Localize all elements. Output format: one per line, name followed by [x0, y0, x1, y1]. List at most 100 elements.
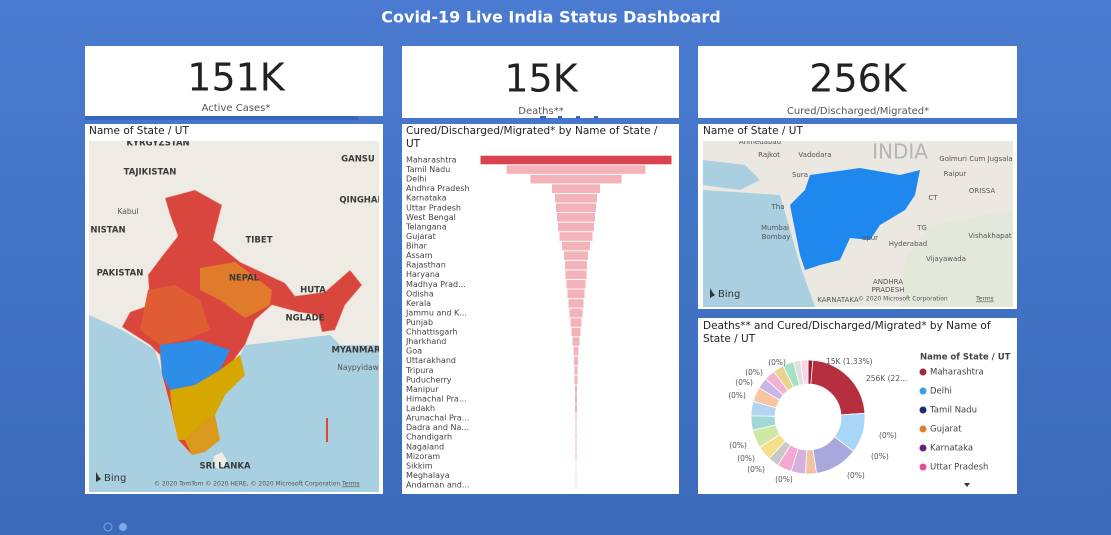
panel	[402, 124, 679, 494]
legend-label: Tamil Nadu	[929, 406, 977, 416]
map-label: NISTAN	[90, 226, 125, 236]
chart-title-line: State / UT	[703, 333, 756, 345]
state	[140, 285, 210, 345]
map-label: Sura	[792, 171, 808, 179]
data-label: (0%)	[847, 471, 865, 480]
category-label: Uttar Pradesh	[406, 203, 461, 212]
bar	[552, 184, 600, 193]
bar	[575, 480, 577, 490]
logo-mark	[96, 472, 101, 482]
chart-title: Cured/Discharged/Migrated* by Name of St…	[406, 125, 658, 150]
category-label: Gujarat	[406, 232, 436, 241]
legend-swatch	[919, 463, 927, 471]
category-label: Odisha	[406, 289, 434, 298]
map-label: ORISSA	[969, 187, 995, 195]
data-label: (0%)	[735, 378, 753, 387]
map-label: Mumbai	[761, 224, 789, 232]
bar	[506, 165, 646, 174]
bar	[558, 222, 594, 232]
bar	[575, 442, 577, 452]
data-label: (0%)	[729, 441, 747, 450]
category-label: Maharashtra	[406, 156, 457, 165]
card-bar	[576, 116, 580, 119]
map-label: SRI LANKA	[199, 462, 250, 472]
category-label: Haryana	[406, 270, 440, 279]
panel-title: Name of State / UT	[703, 125, 803, 137]
card-label: Cured/Discharged/Migrated*	[787, 106, 929, 117]
map-logo: Bing	[104, 473, 126, 484]
water	[703, 160, 760, 190]
bar	[575, 404, 577, 413]
map-terms[interactable]: Terms	[975, 296, 994, 303]
state	[170, 355, 245, 440]
land	[213, 452, 228, 470]
map-label: Tha	[770, 203, 784, 211]
bar	[575, 461, 577, 471]
bar	[575, 432, 577, 442]
state	[160, 340, 230, 390]
legend-label: Delhi	[930, 387, 952, 397]
water	[703, 190, 815, 307]
state-highlight	[790, 168, 920, 270]
bar	[575, 394, 577, 404]
bar	[574, 375, 578, 385]
bar	[567, 289, 585, 299]
map-attribution: © 2020 Microsoft Corporation	[858, 296, 948, 303]
category-label: Nagaland	[406, 442, 444, 451]
state	[185, 415, 220, 455]
category-label: Assam	[406, 251, 433, 260]
map-label: INDIA	[872, 140, 928, 164]
map-attribution: © 2020 TomTom © 2020 HERE, © 2020 Micros…	[154, 481, 340, 488]
map-label: apur	[862, 234, 878, 242]
map-label: NGLADE	[286, 314, 325, 324]
terrain	[900, 210, 1013, 307]
legend-scroll[interactable]	[964, 483, 970, 487]
map-label: NEPAL	[229, 274, 260, 284]
map-label: Vishakhapat	[968, 232, 1011, 240]
panel-title: Name of State / UT	[89, 125, 189, 137]
category-label: Kerala	[406, 299, 431, 308]
map-label: KARNATAKA	[817, 296, 859, 304]
bar	[575, 471, 577, 480]
legend-label: Maharashtra	[930, 368, 984, 378]
map-label: Ahmedabad	[739, 138, 781, 146]
card-bar	[85, 116, 358, 120]
bar	[562, 241, 590, 251]
category-label: Bihar	[406, 242, 428, 251]
page-dot[interactable]	[119, 523, 127, 531]
map-label: Kabul	[118, 207, 139, 216]
map-label: Raipur	[944, 170, 967, 178]
card-bar	[558, 116, 562, 119]
map-label: HUTA	[300, 286, 326, 296]
category-label: Punjab	[406, 318, 433, 327]
page-dot[interactable]	[103, 522, 113, 532]
map-label: MYANMAR	[331, 346, 381, 356]
bar	[574, 365, 578, 375]
category-label: Puducherry	[406, 375, 452, 384]
category-label: Chandigarh	[406, 433, 452, 442]
category-label: Mizoram	[406, 452, 440, 461]
category-label: Andhra Pradesh	[406, 184, 470, 193]
category-label: Andaman and...	[406, 481, 470, 490]
chart-title: Deaths** and Cured/Discharged/Migrated* …	[703, 320, 991, 345]
category-label: Madhya Prad...	[406, 280, 466, 289]
bar	[480, 155, 672, 165]
legend-swatch	[919, 444, 927, 452]
category-label: Meghalaya	[406, 471, 450, 480]
card	[402, 46, 679, 118]
bar	[565, 270, 587, 280]
category-label: Dadra and Na...	[406, 423, 469, 432]
data-label: (0%)	[768, 358, 786, 367]
chart-title-line: Deaths** and Cured/Discharged/Migrated* …	[703, 320, 991, 332]
map-label: Rajkot	[758, 151, 780, 159]
bar	[574, 356, 578, 366]
chart-title-line: UT	[406, 138, 421, 150]
islands	[326, 418, 328, 442]
map-terms[interactable]: Terms	[341, 481, 360, 488]
map-logo: Bing	[718, 289, 740, 300]
category-label: Ladakh	[406, 404, 435, 413]
bar	[564, 251, 588, 260]
map-label: Vadodara	[798, 151, 831, 159]
data-label: 256K (22...	[866, 374, 907, 383]
